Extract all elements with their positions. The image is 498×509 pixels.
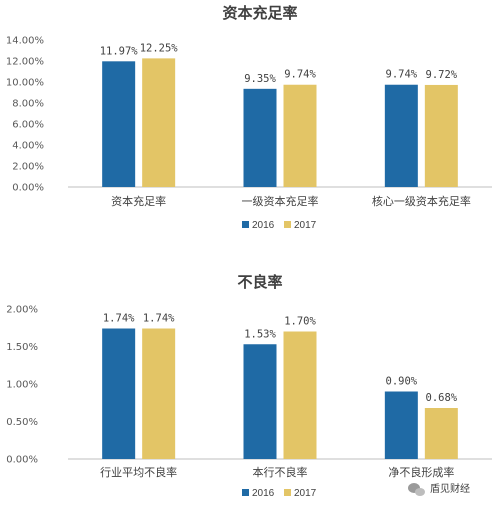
data-label: 1.74% — [143, 313, 175, 325]
y-tick-label: 6.00% — [12, 120, 44, 131]
chart-npl-ratio: 不良率 0.00% 0.50% 1.00% 1.50% 2.00% 1.74% 1.74% 行业… — [6, 273, 492, 499]
data-label: 0.90% — [386, 376, 418, 388]
y-tick-label: 10.00% — [6, 78, 44, 89]
bar-2017-2 — [283, 84, 317, 187]
y-tick-label: 1.00% — [6, 380, 38, 391]
category-label: 资本充足率 — [111, 194, 166, 208]
y-tick-label: 2.00% — [12, 162, 44, 173]
bar-2016-3 — [384, 391, 418, 459]
category-label: 净不良形成率 — [388, 465, 454, 479]
bar-2016-2 — [243, 88, 277, 187]
data-label: 1.70% — [284, 316, 316, 328]
chart-title: 不良率 — [237, 273, 282, 291]
bar-2017-3 — [424, 408, 458, 459]
data-label: 11.97% — [100, 45, 139, 57]
watermark: 盾见财经 — [408, 482, 470, 496]
category-label: 行业平均不良率 — [100, 465, 177, 479]
category-label: 本行不良率 — [253, 465, 308, 479]
y-tick-label: 0.00% — [12, 183, 44, 194]
legend-swatch-2016 — [242, 489, 249, 496]
category-label: 核心一级资本充足率 — [372, 194, 471, 208]
y-tick-label: 8.00% — [12, 99, 44, 110]
legend-swatch-2017 — [284, 489, 291, 496]
legend-label: 2017 — [294, 220, 317, 231]
bar-2017-1 — [142, 328, 176, 459]
data-label: 9.74% — [284, 69, 316, 81]
bar-2017-3 — [424, 84, 458, 187]
legend-label: 2017 — [294, 488, 317, 499]
legend-label: 2016 — [252, 488, 275, 499]
data-label: 9.72% — [426, 69, 458, 81]
bar-2016-3 — [384, 84, 418, 187]
watermark-text: 盾见财经 — [430, 482, 470, 495]
y-tick-label: 14.00% — [6, 36, 44, 47]
category-label: 一级资本充足率 — [242, 194, 319, 208]
y-tick-label: 0.00% — [6, 455, 38, 466]
data-label: 1.74% — [103, 313, 135, 325]
y-tick-label: 0.50% — [6, 417, 38, 428]
y-tick-label: 12.00% — [6, 57, 44, 68]
data-label: 1.53% — [244, 328, 276, 340]
chart-capital-adequacy: 资本充足率 0.00% 2.00% 4.00% 6.00% 8.00% 10.00% 12.0… — [6, 4, 492, 231]
data-label: 0.68% — [426, 392, 458, 404]
legend-label: 2016 — [252, 220, 275, 231]
bar-2016-1 — [102, 61, 136, 187]
y-tick-label: 2.00% — [6, 305, 38, 316]
legend-swatch-2016 — [242, 221, 249, 228]
data-label: 9.35% — [244, 73, 276, 85]
bar-2016-1 — [102, 328, 136, 459]
y-tick-label: 4.00% — [12, 141, 44, 152]
chart-title: 资本充足率 — [222, 4, 297, 22]
legend-swatch-2017 — [284, 221, 291, 228]
bar-2017-1 — [142, 58, 176, 187]
wechat-bubble-icon — [408, 483, 425, 496]
bar-2017-2 — [283, 331, 317, 459]
data-label: 9.74% — [386, 69, 418, 81]
data-label: 12.25% — [140, 42, 179, 54]
bar-2016-2 — [243, 344, 277, 459]
y-tick-label: 1.50% — [6, 342, 38, 353]
